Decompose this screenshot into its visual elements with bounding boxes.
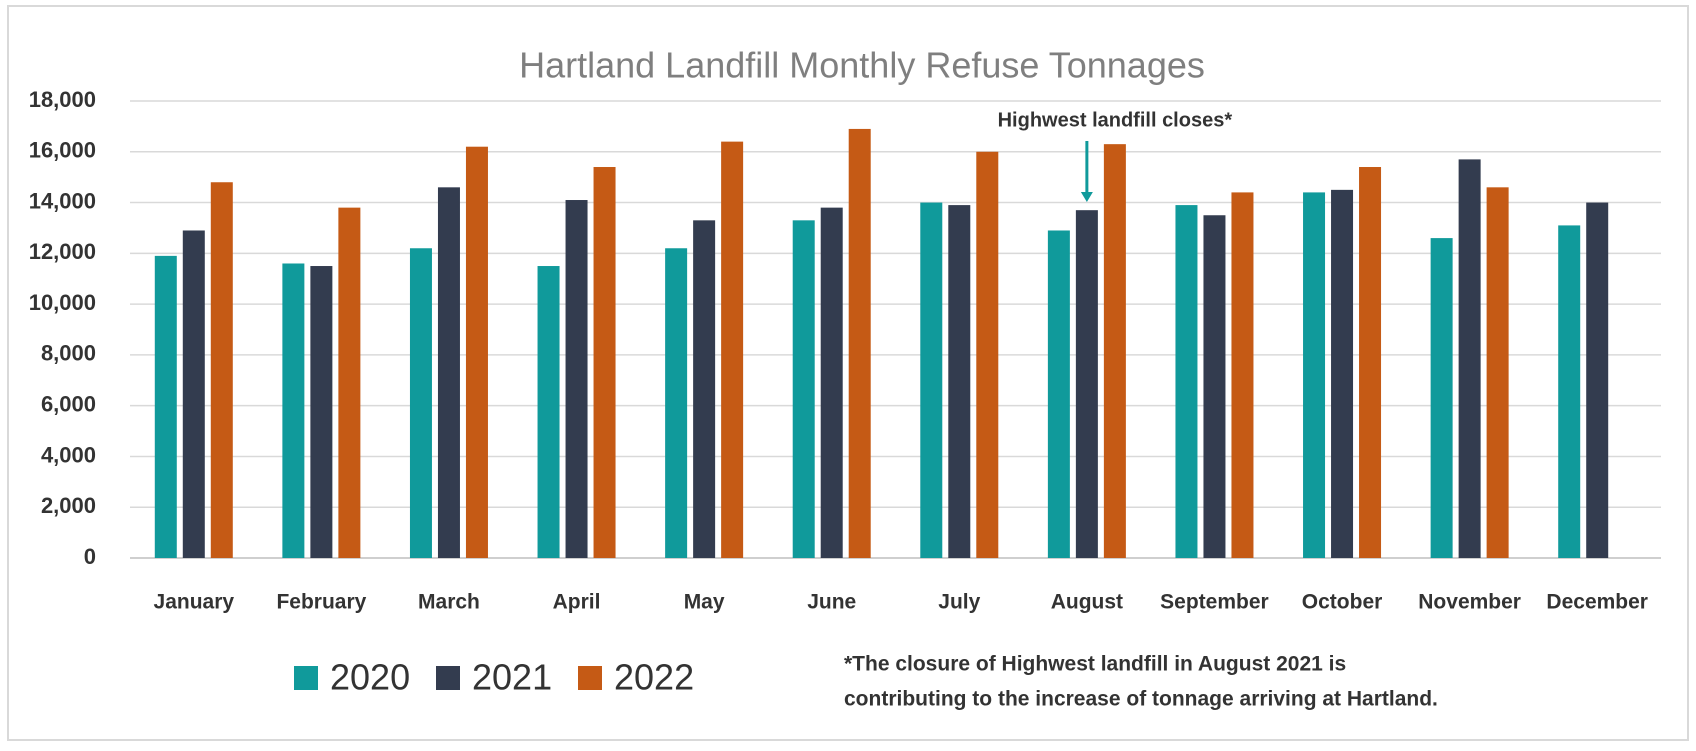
footnote: contributing to the increase of tonnage … [844, 688, 1438, 711]
bar [1075, 210, 1098, 558]
legend-swatch [578, 666, 602, 690]
bar [1103, 144, 1126, 558]
bar [537, 266, 560, 558]
bar [848, 128, 871, 558]
bar [792, 220, 815, 559]
x-tick-label: June [807, 591, 856, 614]
bar [409, 248, 432, 558]
annotation: Highwest landfill closes* [998, 109, 1233, 131]
x-tick-label: April [553, 591, 601, 614]
bar [182, 230, 205, 558]
y-tick-label: 8,000 [41, 341, 96, 366]
bar [1458, 159, 1481, 558]
bar [820, 207, 843, 558]
legend-swatch [436, 666, 460, 690]
legend-label: 2020 [330, 657, 410, 698]
y-tick-label: 2,000 [41, 493, 96, 518]
bar [1175, 205, 1198, 558]
x-tick-label: March [418, 591, 480, 614]
y-tick-label: 10,000 [29, 290, 96, 315]
bar [565, 200, 588, 558]
y-tick-label: 0 [84, 544, 96, 569]
y-tick-label: 16,000 [29, 138, 96, 163]
x-tick-label: October [1302, 591, 1383, 614]
legend-swatch [294, 666, 318, 690]
x-tick-label: August [1051, 591, 1123, 614]
x-tick-label: December [1546, 591, 1648, 614]
chart-title: Hartland Landfill Monthly Refuse Tonnage… [519, 45, 1205, 86]
bar [310, 266, 333, 558]
bar [154, 255, 177, 558]
x-tick-label: November [1418, 591, 1521, 614]
y-tick-label: 14,000 [29, 188, 96, 213]
bar [1047, 230, 1070, 558]
legend-label: 2021 [472, 657, 552, 698]
bar [1486, 187, 1509, 559]
y-tick-label: 18,000 [29, 87, 96, 112]
bar [282, 263, 305, 558]
bar [593, 167, 616, 558]
x-tick-label: February [276, 591, 366, 614]
bar [437, 187, 460, 559]
legend-label: 2022 [614, 657, 694, 698]
bar [1430, 238, 1453, 558]
x-tick-label: January [154, 591, 235, 614]
bar [976, 151, 999, 558]
bar [665, 248, 688, 558]
bar [1331, 189, 1354, 558]
y-tick-label: 4,000 [41, 442, 96, 467]
bar [1558, 225, 1581, 558]
bar [465, 146, 488, 558]
bar [1203, 215, 1226, 558]
x-tick-label: September [1160, 591, 1269, 614]
bar [210, 182, 233, 558]
annotation-arrowhead [1080, 192, 1093, 202]
bar [1586, 202, 1609, 559]
y-tick-label: 6,000 [41, 391, 96, 416]
bar [1231, 192, 1254, 558]
footnote: *The closure of Highwest landfill in Aug… [844, 653, 1346, 676]
x-tick-label: May [684, 591, 725, 614]
bar [1303, 192, 1326, 558]
bar [721, 141, 744, 558]
bar [338, 207, 361, 558]
y-tick-label: 12,000 [29, 239, 96, 264]
x-tick-label: July [938, 591, 980, 614]
chart-border [7, 5, 1689, 741]
bar [693, 220, 716, 559]
bar [948, 205, 971, 558]
bar [1359, 167, 1382, 558]
bar [920, 202, 943, 559]
